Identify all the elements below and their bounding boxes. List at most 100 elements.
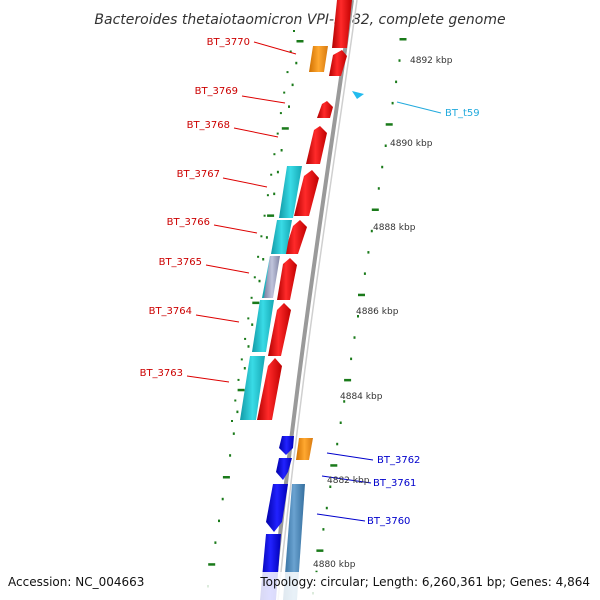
- gene-label-bt3764[interactable]: BT_3764: [149, 306, 192, 317]
- kbp-label-4890: 4890 kbp: [390, 139, 433, 149]
- track-tick: [247, 345, 250, 348]
- gene-feature-bt3766[interactable]: [284, 220, 307, 254]
- gene-feature-bt3761[interactable]: [276, 458, 292, 480]
- gene-label-bt3762[interactable]: BT_3762: [377, 455, 420, 466]
- track-tick: [240, 358, 243, 361]
- track-tick: [381, 165, 384, 169]
- track-tick: [234, 399, 237, 402]
- gene-feature-bt3760[interactable]: [283, 484, 305, 600]
- track-tick: [377, 187, 380, 190]
- track-tick: [260, 235, 263, 238]
- track-tick: [329, 485, 332, 488]
- track-tick: [280, 149, 283, 152]
- gene-feature-cyan-5[interactable]: [240, 356, 265, 420]
- track-tick: [273, 153, 276, 156]
- gene-feature-bt3765[interactable]: [277, 258, 297, 300]
- track-tick: [276, 170, 279, 174]
- kbp-label-4886: 4886 kbp: [356, 307, 399, 317]
- gene-label-bt3765[interactable]: BT_3765: [159, 257, 202, 268]
- track-tick: [266, 194, 269, 197]
- track-tick: [399, 38, 407, 41]
- gene-label-bt-t59[interactable]: BT_t59: [445, 108, 480, 119]
- kbp-scale-labels: 4892 kbp 4890 kbp 4888 kbp 4886 kbp 4884…: [313, 56, 453, 570]
- track-tick: [273, 192, 276, 196]
- track-tick: [339, 421, 342, 424]
- trna-feature-bt-t59[interactable]: [352, 91, 364, 99]
- track-tick: [315, 570, 318, 574]
- gene-label-bt3760[interactable]: BT_3760: [367, 516, 410, 527]
- track-tick: [267, 214, 275, 217]
- gene-feature-cyan-4[interactable]: [252, 300, 274, 352]
- track-tick: [385, 123, 393, 126]
- track-tick: [291, 83, 294, 87]
- track-tick: [218, 519, 220, 523]
- gene-feature-bt3764[interactable]: [268, 303, 291, 356]
- track-tick: [236, 410, 239, 414]
- track-tick: [395, 80, 398, 84]
- gene-labels: BT_3770 BT_3769 BT_3768 BT_3767 BT_3766 …: [140, 37, 480, 527]
- track-tick: [237, 378, 240, 381]
- gene-feature-bt3770[interactable]: [329, 50, 347, 76]
- gene-track-forward: [257, 0, 352, 420]
- track-tick: [270, 173, 273, 176]
- track-tick: [398, 59, 401, 62]
- label-leaders: [186, 41, 442, 522]
- track-tick: [263, 214, 266, 217]
- gene-label-bt3767[interactable]: BT_3767: [177, 169, 220, 180]
- gene-feature-bt3763[interactable]: [257, 358, 282, 420]
- kbp-label-4882: 4882 kbp: [327, 476, 370, 486]
- kbp-label-4884: 4884 kbp: [340, 392, 383, 402]
- gene-label-bt3761[interactable]: BT_3761: [373, 478, 416, 489]
- gene-label-bt3769[interactable]: BT_3769: [195, 86, 238, 97]
- gene-feature-bt3768[interactable]: [306, 126, 327, 164]
- position-tick-tracks: [207, 30, 407, 595]
- genome-backbone-highlight: [277, 0, 358, 600]
- gene-feature-cyan-2[interactable]: [271, 220, 292, 254]
- gene-label-bt3770[interactable]: BT_3770: [207, 37, 250, 48]
- gene-feature-cyan-1[interactable]: [279, 166, 302, 218]
- track-tick: [262, 258, 265, 261]
- track-tick: [286, 71, 289, 74]
- track-tick: [250, 296, 253, 299]
- track-tick: [322, 528, 325, 531]
- track-tick: [252, 301, 260, 305]
- gene-track-cyan: [240, 166, 302, 420]
- track-tick: [288, 105, 290, 108]
- track-tick: [237, 388, 245, 392]
- track-tick: [243, 367, 246, 370]
- track-tick: [258, 279, 261, 283]
- kbp-label-4892: 4892 kbp: [410, 56, 453, 66]
- track-tick: [276, 132, 279, 135]
- track-tick: [391, 101, 394, 105]
- track-tick: [325, 506, 328, 510]
- track-tick: [231, 420, 233, 422]
- gene-feature-bt3762[interactable]: [296, 438, 313, 460]
- gene-label-bt3766[interactable]: BT_3766: [167, 217, 210, 228]
- gene-feature-gray[interactable]: [264, 256, 280, 298]
- track-tick: [358, 293, 365, 297]
- track-tick: [330, 464, 338, 467]
- gene-label-bt3768[interactable]: BT_3768: [187, 120, 230, 131]
- track-tick: [363, 272, 366, 275]
- gene-feature-blue-3[interactable]: [266, 484, 288, 532]
- track-tick: [336, 442, 339, 446]
- accession-text: Accession: NC_004663: [8, 575, 144, 589]
- track-tick: [221, 497, 224, 501]
- gene-label-bt3763[interactable]: BT_3763: [140, 368, 183, 379]
- track-tick: [289, 50, 292, 53]
- track-tick: [371, 208, 379, 211]
- gene-feature-orange-top[interactable]: [309, 46, 328, 72]
- gene-feature-bt3767[interactable]: [294, 170, 319, 216]
- gene-feature-top[interactable]: [332, 0, 352, 48]
- gene-feature-bt3769[interactable]: [317, 101, 333, 118]
- footer-bar: [0, 572, 600, 600]
- track-tick: [251, 323, 254, 326]
- track-tick: [283, 91, 286, 94]
- track-tick: [208, 563, 216, 566]
- track-tick: [247, 317, 250, 320]
- gene-feature-blue-1[interactable]: [279, 436, 294, 455]
- track-tick: [232, 432, 235, 435]
- track-tick: [214, 541, 217, 544]
- track-tick: [316, 549, 324, 552]
